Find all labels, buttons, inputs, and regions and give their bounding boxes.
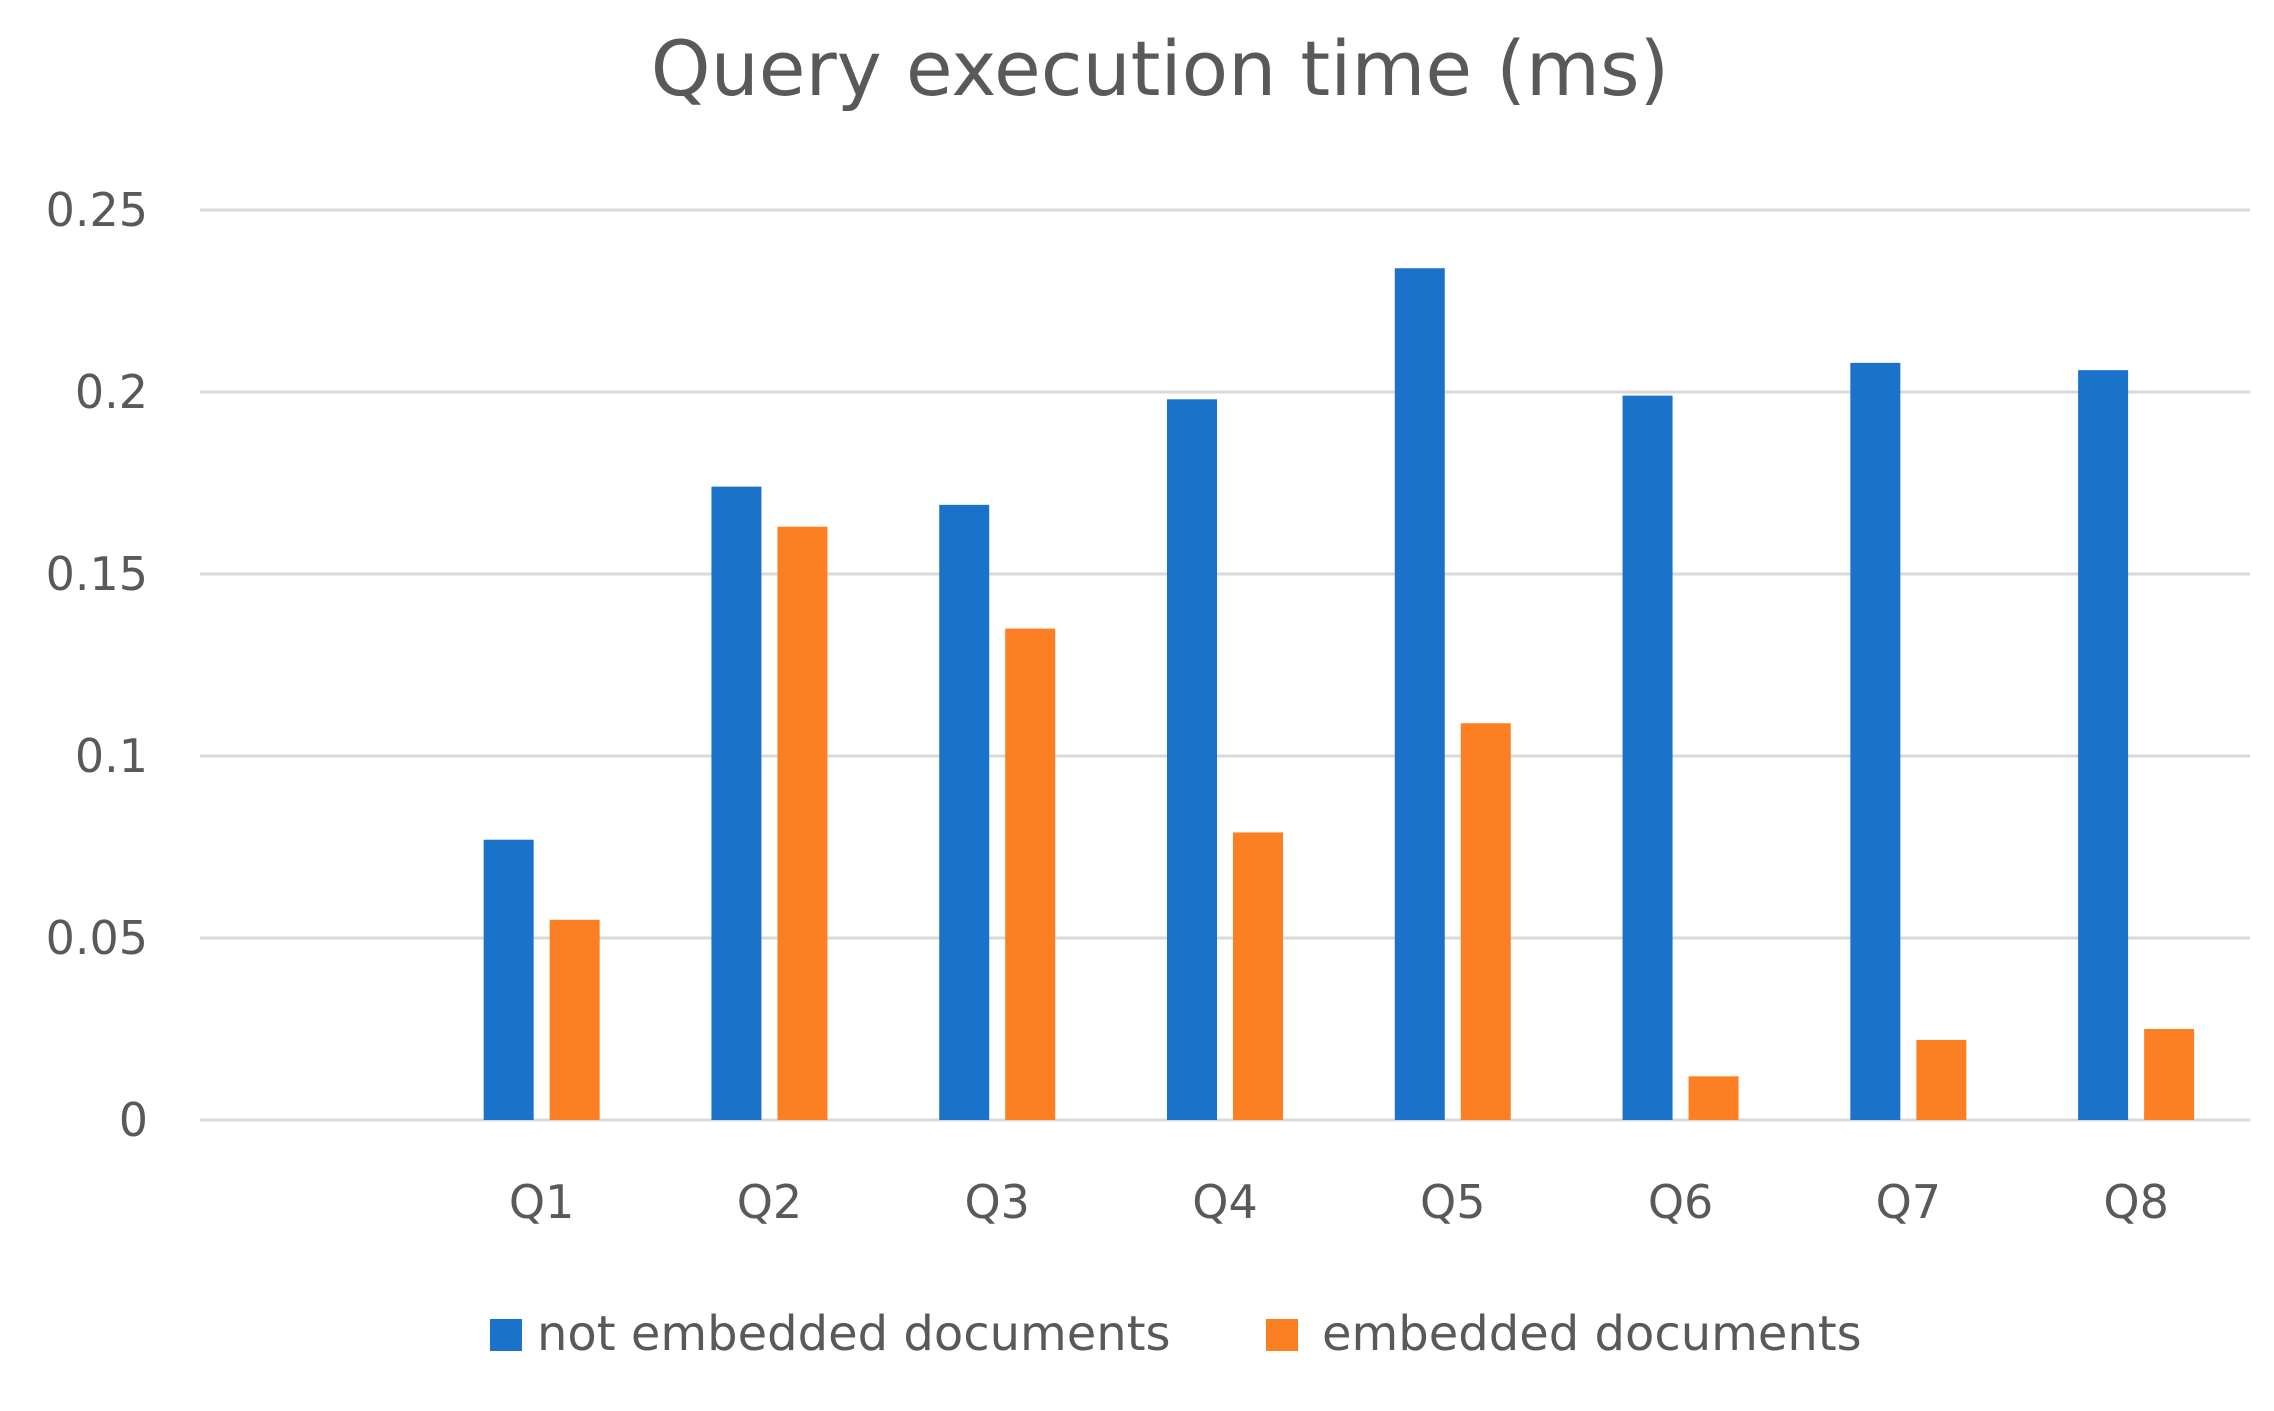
- x-tick-label: Q5: [1420, 1175, 1485, 1229]
- bar-embedded-Q8: [2144, 1029, 2195, 1120]
- bars: [483, 268, 2195, 1121]
- bar-embedded-Q1: [549, 919, 600, 1120]
- legend-label: not embedded documents: [537, 1306, 1171, 1362]
- x-tick-label: Q8: [2103, 1175, 2168, 1229]
- bar-not-embedded-Q6: [1622, 395, 1673, 1120]
- bar-embedded-Q4: [1233, 832, 1283, 1120]
- bar-embedded-Q6: [1688, 1076, 1739, 1120]
- x-axis-ticks: Q1 Q2 Q3 Q4 Q5 Q6 Q7 Q8: [509, 1175, 2169, 1229]
- x-tick-label: Q4: [1192, 1175, 1257, 1229]
- bar-not-embedded-Q8: [2078, 370, 2129, 1120]
- bar-embedded-Q7: [1916, 1039, 1967, 1120]
- legend-swatch: [490, 1319, 522, 1351]
- bar-embedded-Q3: [1005, 628, 1056, 1120]
- y-tick-label: 0.25: [46, 183, 148, 237]
- bar-embedded-Q2: [777, 526, 828, 1120]
- bar-embedded-Q5: [1460, 723, 1511, 1120]
- legend-swatch: [1266, 1319, 1298, 1351]
- bar-not-embedded-Q3: [939, 504, 990, 1121]
- chart-title: Query execution time (ms): [651, 24, 1669, 113]
- y-tick-label: 0.2: [75, 365, 148, 419]
- bar-not-embedded-Q1: [483, 839, 534, 1120]
- legend-label: embedded documents: [1322, 1306, 1862, 1362]
- x-tick-label: Q1: [509, 1175, 574, 1229]
- y-tick-label: 0: [119, 1093, 148, 1147]
- y-tick-label: 0.15: [46, 547, 148, 601]
- x-tick-label: Q6: [1648, 1175, 1713, 1229]
- x-tick-label: Q3: [964, 1175, 1029, 1229]
- x-tick-label: Q7: [1876, 1175, 1941, 1229]
- legend: not embedded documents embedded documents: [490, 1306, 1862, 1362]
- y-axis-ticks: 0 0.05 0.1 0.15 0.2 0.25: [46, 183, 148, 1147]
- grid-lines: [200, 208, 2250, 1122]
- y-tick-label: 0.1: [75, 729, 148, 783]
- x-tick-label: Q2: [737, 1175, 802, 1229]
- bar-not-embedded-Q4: [1167, 399, 1217, 1120]
- bar-not-embedded-Q5: [1394, 268, 1445, 1120]
- bar-not-embedded-Q7: [1850, 362, 1901, 1120]
- bar-not-embedded-Q2: [711, 486, 762, 1120]
- y-tick-label: 0.05: [46, 911, 148, 965]
